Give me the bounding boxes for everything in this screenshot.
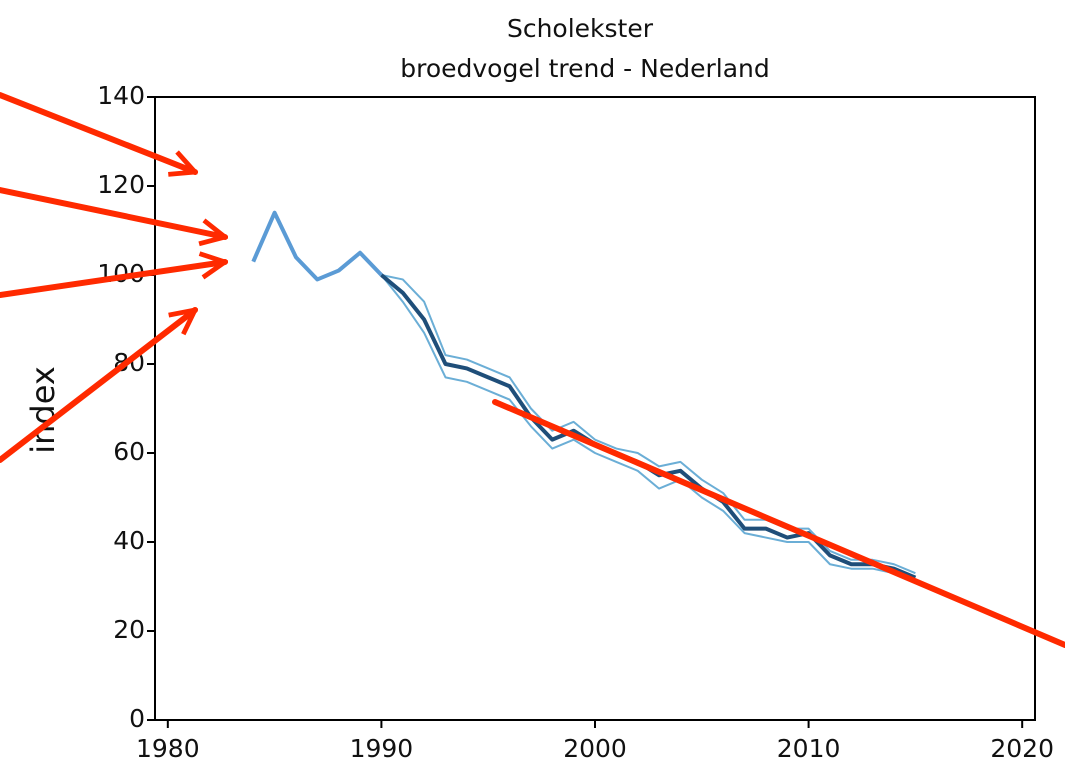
chart-title: Scholekster bbox=[507, 14, 654, 43]
y-tick-label: 20 bbox=[113, 615, 145, 644]
series-line bbox=[380, 274, 916, 583]
chart-subtitle: broedvogel trend - Nederland bbox=[400, 54, 770, 83]
x-tick-label: 2000 bbox=[563, 734, 627, 763]
y-tick-label: 60 bbox=[113, 437, 145, 466]
arrow bbox=[0, 262, 225, 298]
x-tick-label: 1980 bbox=[136, 734, 200, 763]
y-tick-label: 40 bbox=[113, 526, 145, 555]
arrow bbox=[0, 187, 225, 237]
plot-frame bbox=[154, 96, 1036, 721]
y-tick-label: 120 bbox=[97, 170, 145, 199]
series-line bbox=[381, 274, 916, 575]
annotations bbox=[0, 92, 1065, 648]
series-line bbox=[380, 273, 917, 580]
arrow bbox=[0, 310, 195, 463]
y-tick-label: 140 bbox=[97, 81, 145, 110]
x-tick-label: 2020 bbox=[990, 734, 1054, 763]
y-tick-label: 0 bbox=[129, 704, 145, 733]
x-tick-label: 1990 bbox=[350, 734, 414, 763]
trend-line bbox=[492, 399, 1065, 648]
series-line bbox=[251, 210, 383, 282]
arrow bbox=[0, 92, 195, 172]
x-tick-label: 2010 bbox=[777, 734, 841, 763]
